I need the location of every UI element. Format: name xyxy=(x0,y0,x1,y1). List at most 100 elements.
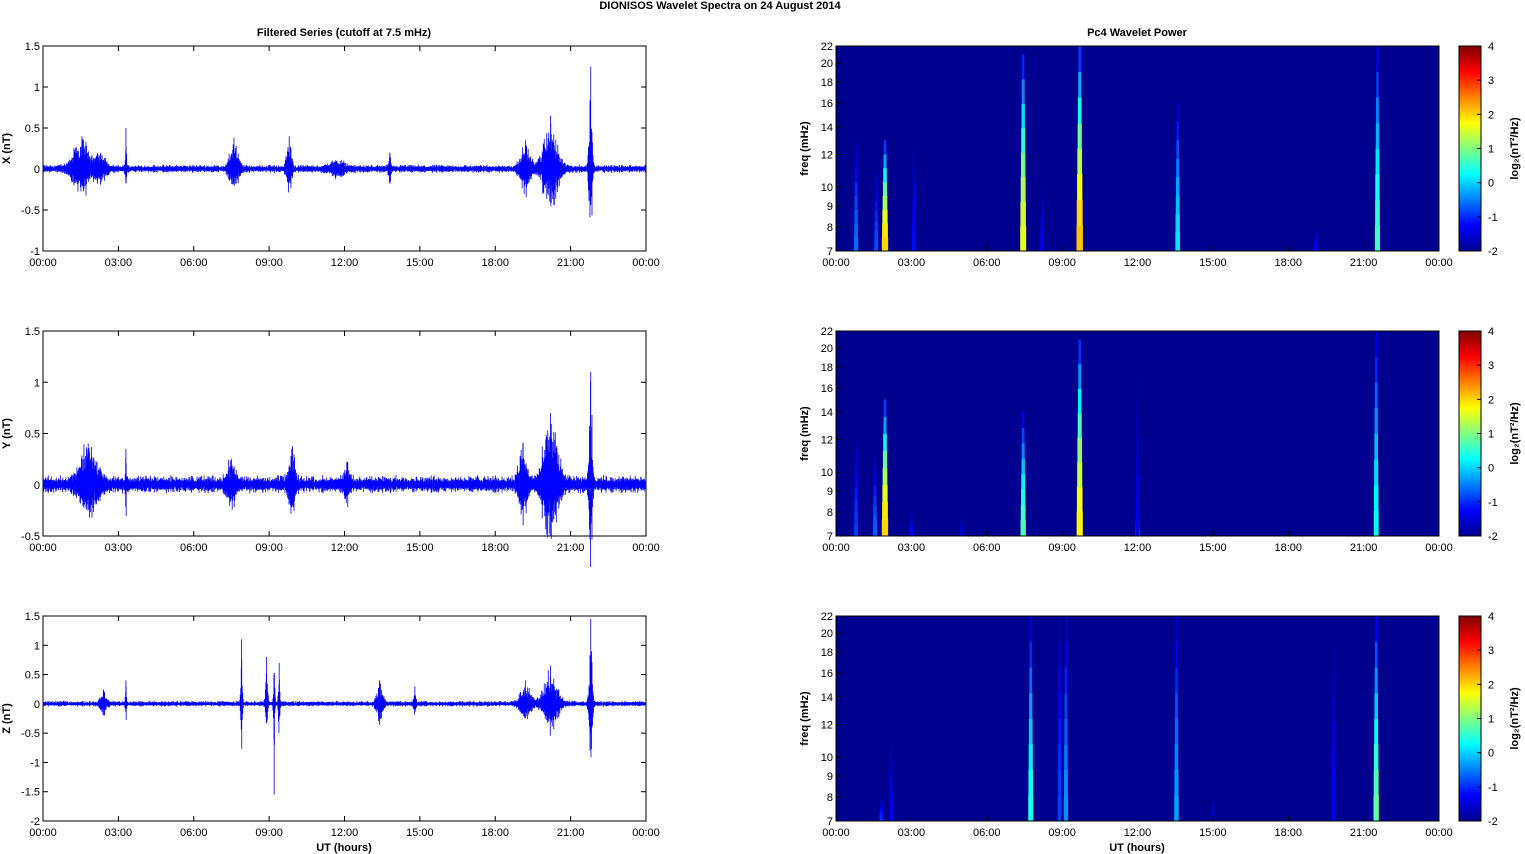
power-streak-segment xyxy=(882,484,888,503)
power-streak-segment xyxy=(912,167,915,183)
power-streak-segment xyxy=(1375,616,1378,643)
x-tick-label: 00:00 xyxy=(632,542,660,554)
power-streak-segment xyxy=(890,750,893,761)
power-streak-segment xyxy=(912,237,916,252)
colorbar-tick-label: 1 xyxy=(1488,429,1494,441)
power-streak-segment xyxy=(1076,511,1083,537)
power-streak-segment xyxy=(1175,616,1178,643)
power-streak-segment xyxy=(1374,433,1378,460)
power-streak xyxy=(881,140,889,252)
y-axis-label: X (nT) xyxy=(1,133,13,164)
power-streak-segment xyxy=(1021,103,1025,129)
power-streak-segment xyxy=(875,190,878,201)
y-tick-label: 20 xyxy=(821,628,833,640)
power-streak-segment xyxy=(1022,411,1025,428)
power-streak-segment xyxy=(873,475,877,486)
power-streak-segment xyxy=(912,223,916,238)
y-tick-label: -0.5 xyxy=(21,205,40,217)
power-streak-segment xyxy=(912,209,916,224)
x-tick-label: 00:00 xyxy=(1425,257,1453,269)
power-streak-segment xyxy=(1064,718,1068,745)
power-streak-segment xyxy=(1020,177,1026,203)
power-streak-segment xyxy=(1332,648,1335,674)
power-streak-segment xyxy=(1373,510,1379,537)
power-streak-segment xyxy=(1064,641,1067,668)
power-streak xyxy=(1076,339,1083,537)
colorbar-tick-label: 3 xyxy=(1488,360,1494,372)
spectrogram-background xyxy=(836,616,1439,821)
power-streak-segment xyxy=(855,463,858,477)
power-streak xyxy=(959,512,964,537)
colorbar-tick-label: 0 xyxy=(1488,748,1494,760)
power-streak-segment xyxy=(1057,769,1062,796)
colorbar-tick-label: 0 xyxy=(1488,463,1494,475)
power-streak xyxy=(1331,624,1336,822)
power-streak-segment xyxy=(1022,54,1025,80)
power-streak-segment xyxy=(855,140,857,155)
x-tick-label: 18:00 xyxy=(1274,257,1302,269)
x-tick-label: 03:00 xyxy=(898,827,926,839)
x-tick-label: 06:00 xyxy=(973,542,1001,554)
power-streak-segment xyxy=(1021,458,1025,475)
left-x-axis-label: UT (hours) xyxy=(316,842,372,854)
power-streak-segment xyxy=(879,809,883,813)
power-streak-segment xyxy=(1077,437,1082,463)
power-streak-segment xyxy=(883,416,887,435)
colorbar-tick-label: 1 xyxy=(1488,714,1494,726)
x-tick-label: 03:00 xyxy=(898,257,926,269)
power-streak-segment xyxy=(1064,692,1068,720)
y-tick-label: 9 xyxy=(827,201,833,213)
power-streak-segment xyxy=(1375,199,1380,226)
power-streak-segment xyxy=(1176,158,1180,178)
power-streak-segment xyxy=(890,760,893,771)
x-tick-label: 06:00 xyxy=(180,827,208,839)
x-tick-label: 09:00 xyxy=(255,827,283,839)
power-streak-segment xyxy=(880,797,882,801)
y-tick-label: 18 xyxy=(821,647,833,659)
power-streak-segment xyxy=(1373,769,1379,796)
x-tick-label: 18:00 xyxy=(1274,542,1302,554)
power-streak-segment xyxy=(1021,427,1025,444)
power-streak-segment xyxy=(913,140,915,155)
x-tick-label: 18:00 xyxy=(481,542,509,554)
power-streak-segment xyxy=(882,467,888,486)
power-streak xyxy=(1020,54,1027,252)
power-streak-segment xyxy=(1058,744,1062,771)
power-streak-segment xyxy=(1315,230,1317,234)
power-streak-segment xyxy=(1028,769,1033,796)
power-streak xyxy=(889,740,894,822)
power-streak-segment xyxy=(879,806,883,810)
power-streak-segment xyxy=(1136,476,1139,497)
y-axis-label: freq (mHz) xyxy=(799,121,811,176)
power-streak-segment xyxy=(879,818,884,822)
power-streak-segment xyxy=(913,154,915,169)
colorbar-tick-label: 4 xyxy=(1488,326,1494,338)
y-tick-label: 1 xyxy=(34,640,40,652)
power-streak-segment xyxy=(1314,233,1317,237)
power-streak-segment xyxy=(1375,148,1380,175)
power-streak-segment xyxy=(1374,718,1379,745)
y-tick-label: 12 xyxy=(821,435,833,447)
power-streak xyxy=(1063,616,1069,822)
power-streak-segment xyxy=(1077,413,1082,439)
x-tick-label: 00:00 xyxy=(632,827,660,839)
power-streak-segment xyxy=(882,195,888,210)
power-streak-segment xyxy=(1057,795,1062,822)
x-tick-label: 03:00 xyxy=(898,542,926,554)
y-tick-label: 20 xyxy=(821,343,833,355)
y-tick-label: 10 xyxy=(821,752,833,764)
power-streak-segment xyxy=(912,195,916,210)
x-tick-label: 15:00 xyxy=(1199,827,1227,839)
y-tick-label: 18 xyxy=(821,362,833,374)
power-streak-segment xyxy=(1374,459,1379,486)
spectrogram-background xyxy=(836,46,1439,251)
power-streak-segment xyxy=(883,140,887,155)
power-streak-segment xyxy=(1212,797,1214,801)
power-streak-segment xyxy=(1375,331,1378,358)
power-streak xyxy=(874,170,879,252)
x-tick-label: 06:00 xyxy=(180,542,208,554)
power-streak-segment xyxy=(1077,97,1082,124)
y-tick-label: 1.5 xyxy=(25,326,40,338)
